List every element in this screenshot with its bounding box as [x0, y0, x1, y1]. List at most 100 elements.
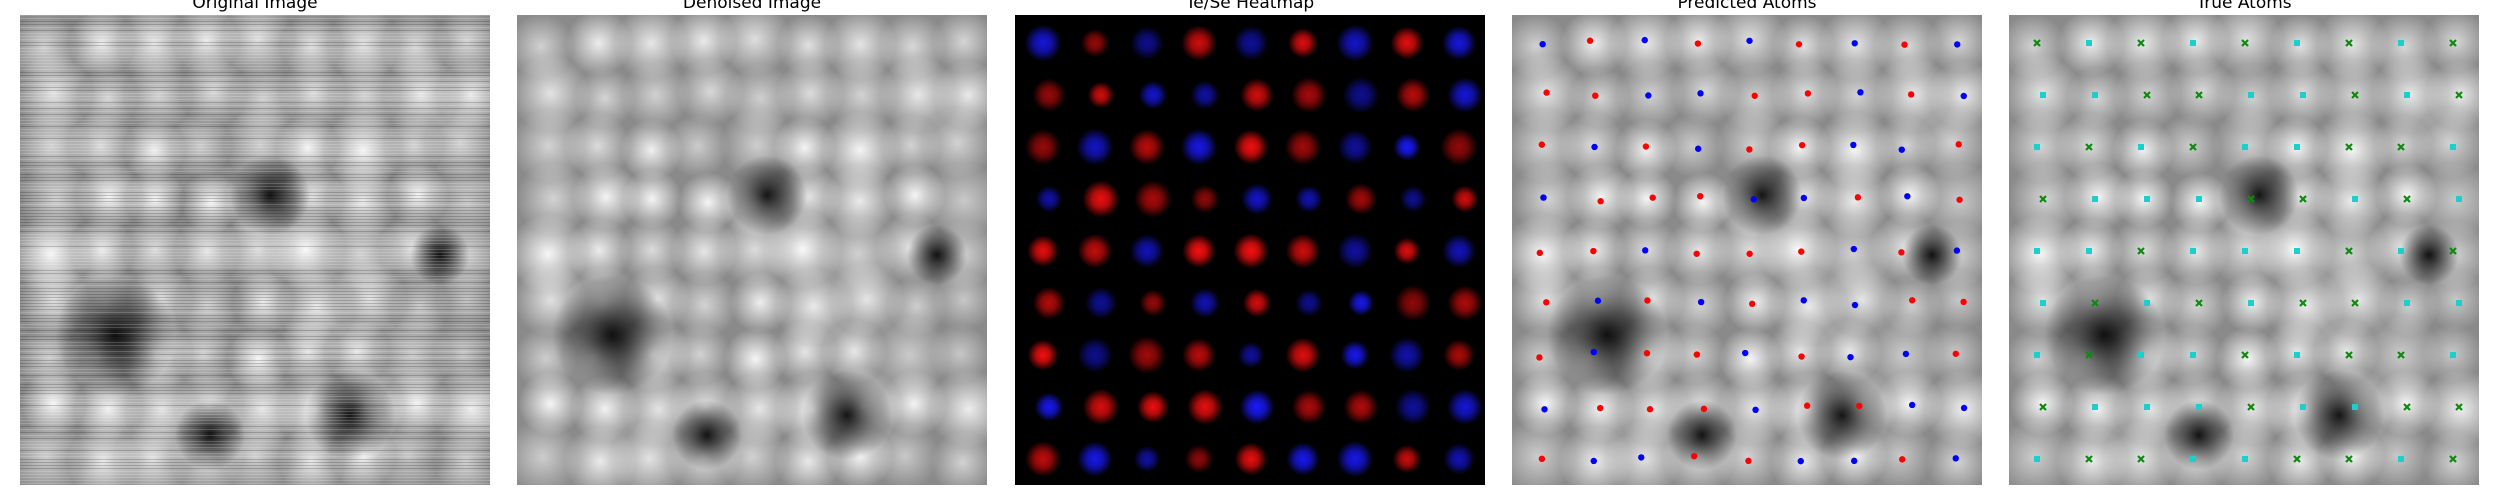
predicted-se-atom — [1594, 297, 1602, 304]
bright-blob — [432, 369, 490, 449]
se-heat-spot — [1336, 24, 1374, 62]
bright-blob — [332, 261, 408, 337]
true-te-atom — [2138, 352, 2144, 358]
predicted-te-atom — [1798, 353, 1805, 360]
true-se-atom — [2345, 351, 2353, 359]
scan-line — [20, 462, 490, 463]
predicted-te-atom — [1955, 141, 1962, 148]
true-te-atom — [2398, 248, 2404, 254]
bright-blob — [2269, 15, 2332, 77]
scan-line — [20, 456, 490, 457]
bright-blob — [610, 419, 688, 485]
bright-blob — [374, 422, 442, 485]
dark-region — [907, 225, 967, 285]
bright-blob — [930, 430, 987, 485]
true-te-atom — [2294, 352, 2300, 358]
dark-region — [2399, 225, 2459, 285]
se-heat-spot — [1190, 80, 1220, 110]
bright-blob — [435, 15, 490, 74]
bright-blob — [123, 118, 186, 182]
dark-region — [1722, 155, 1802, 235]
scan-line — [20, 48, 490, 49]
bright-blob — [565, 15, 633, 77]
scan-line — [20, 414, 490, 415]
scan-line — [20, 189, 490, 190]
bright-blob — [1824, 261, 1900, 337]
scan-line — [20, 18, 490, 19]
true-se-atom — [2085, 455, 2093, 463]
se-heat-spot — [1085, 287, 1117, 319]
predicted-se-atom — [1850, 457, 1858, 465]
bright-blob — [2009, 109, 2078, 184]
bright-blob — [324, 318, 391, 385]
scan-line — [20, 390, 490, 391]
scan-line — [20, 102, 490, 103]
bright-blob — [1605, 419, 1683, 485]
true-se-atom — [2033, 39, 2041, 47]
te-heat-spot — [1285, 337, 1321, 373]
dark-region — [1667, 400, 1737, 470]
te-heat-spot — [1343, 389, 1379, 425]
predicted-te-atom — [1804, 90, 1812, 97]
scan-line — [20, 111, 490, 112]
panel-predicted: Predicted Atoms — [1512, 0, 1982, 500]
predicted-te-atom — [1536, 354, 1543, 361]
scan-line — [20, 219, 490, 220]
scan-line — [20, 363, 490, 364]
dark-region — [727, 155, 807, 235]
predicted-se-atom — [1752, 406, 1759, 414]
predicted-te-atom — [1590, 247, 1597, 255]
se-heat-spot — [1295, 289, 1323, 317]
bright-blob — [880, 370, 948, 438]
scan-line — [20, 360, 490, 361]
scan-line — [20, 477, 490, 478]
bright-blob — [1567, 163, 1635, 231]
scan-line — [20, 264, 490, 265]
dark-region — [2294, 370, 2384, 460]
scan-line — [20, 420, 490, 421]
dark-region — [552, 275, 672, 395]
bright-blob — [564, 112, 632, 180]
bright-blob — [572, 163, 640, 231]
true-se-atom — [2241, 351, 2249, 359]
predicted-se-atom — [1750, 196, 1758, 203]
predicted-te-atom — [1700, 405, 1708, 413]
scan-line — [20, 129, 490, 130]
se-heat-spot — [1024, 24, 1062, 62]
predicted-se-atom — [1908, 401, 1916, 409]
scan-line — [20, 459, 490, 460]
scan-line — [20, 429, 490, 430]
se-heat-spot — [1443, 443, 1475, 475]
predicted-se-atom — [1638, 454, 1645, 461]
true-se-atom — [2403, 195, 2411, 203]
true-se-atom — [2241, 39, 2249, 47]
bright-blob — [1866, 422, 1934, 485]
te-heat-spot — [1447, 285, 1483, 321]
te-heat-spot — [1345, 183, 1377, 215]
true-te-atom — [2034, 144, 2040, 150]
true-se-atom — [2345, 143, 2353, 151]
scan-line — [20, 336, 490, 337]
dark-region — [175, 400, 245, 470]
te-heat-spot — [1182, 234, 1216, 268]
scan-line — [20, 24, 490, 25]
true-te-atom — [2456, 300, 2462, 306]
dark-region — [305, 370, 395, 460]
predicted-se-atom — [1641, 36, 1648, 44]
scan-line — [20, 279, 490, 280]
true-te-atom — [2450, 352, 2456, 358]
predicted-se-atom — [1954, 41, 1961, 48]
bright-blob — [821, 318, 888, 385]
scan-line — [20, 273, 490, 274]
se-heat-spot — [1129, 233, 1165, 269]
te-heat-spot — [1395, 77, 1431, 113]
predicted-te-atom — [1543, 89, 1550, 96]
te-heat-spot — [1240, 78, 1274, 112]
scan-line — [20, 198, 490, 199]
predicted-se-atom — [1850, 245, 1858, 253]
scan-line — [20, 165, 490, 166]
bright-blob — [677, 172, 739, 233]
scan-line — [20, 156, 490, 157]
true-se-atom — [2195, 91, 2203, 99]
panel-title: Te/Se Heatmap — [1185, 0, 1315, 13]
